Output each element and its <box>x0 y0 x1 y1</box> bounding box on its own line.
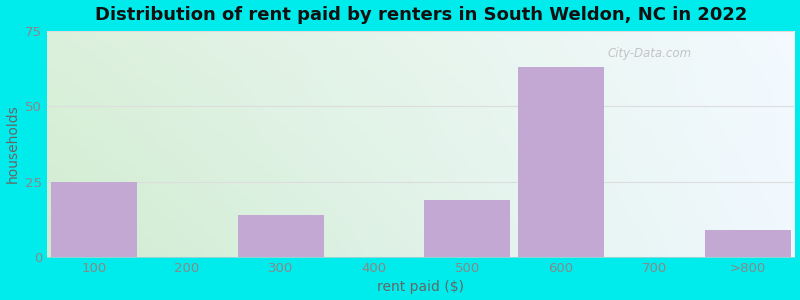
Y-axis label: households: households <box>6 104 19 183</box>
Title: Distribution of rent paid by renters in South Weldon, NC in 2022: Distribution of rent paid by renters in … <box>94 6 747 24</box>
X-axis label: rent paid ($): rent paid ($) <box>378 280 464 294</box>
Bar <box>518 67 604 257</box>
Text: City-Data.com: City-Data.com <box>607 46 692 59</box>
Bar <box>705 230 790 257</box>
Bar <box>425 200 510 257</box>
Bar <box>50 182 137 257</box>
Bar <box>238 215 323 257</box>
